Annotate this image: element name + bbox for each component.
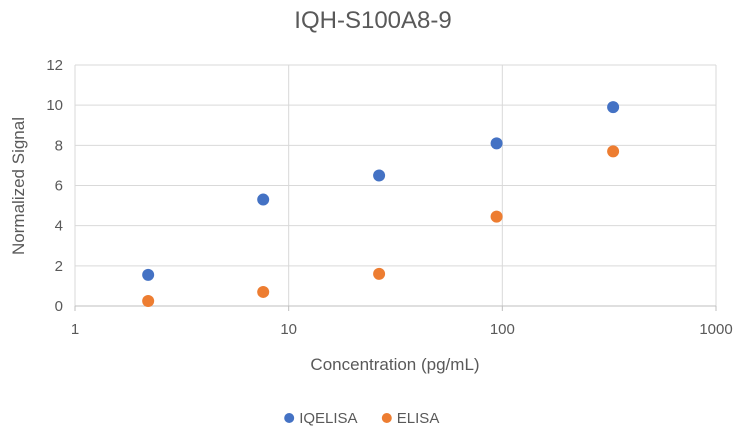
data-point	[490, 210, 503, 223]
y-tick-label: 2	[55, 258, 63, 275]
y-tick-label: 12	[46, 57, 63, 74]
legend-marker	[284, 413, 295, 423]
y-tick-label: 10	[46, 97, 63, 114]
data-points	[142, 101, 620, 307]
x-tick-label: 100	[490, 321, 515, 338]
y-tick-label: 0	[55, 298, 63, 315]
data-point	[257, 285, 270, 298]
data-point	[607, 145, 620, 158]
y-axis-label: Normalized Signal	[9, 117, 28, 255]
axes: 0 2 4 6 8 10 12 1 10 100 1000	[46, 57, 732, 338]
legend-marker	[381, 413, 392, 423]
data-point	[142, 268, 155, 281]
y-tick-label: 4	[55, 218, 63, 235]
data-point	[257, 193, 270, 206]
data-point	[607, 101, 620, 114]
gridlines	[74, 64, 717, 307]
series-elisa	[142, 145, 620, 307]
data-point	[373, 169, 386, 182]
y-tick-label: 8	[55, 137, 63, 154]
data-point	[142, 294, 155, 307]
x-axis-label: Concentration (pg/mL)	[310, 355, 479, 374]
x-tick-label: 10	[280, 321, 297, 338]
legend: IQELISA ELISA	[284, 410, 439, 427]
data-point	[490, 137, 503, 150]
chart-title: IQH-S100A8-9	[294, 7, 451, 34]
legend-label: ELISA	[397, 410, 440, 427]
y-tick-label: 6	[55, 178, 63, 195]
legend-label: IQELISA	[299, 410, 357, 427]
x-tick-label: 1	[71, 321, 79, 338]
series-iqelisa	[142, 101, 620, 281]
x-tick-label: 1000	[699, 321, 732, 338]
data-point	[373, 267, 386, 280]
